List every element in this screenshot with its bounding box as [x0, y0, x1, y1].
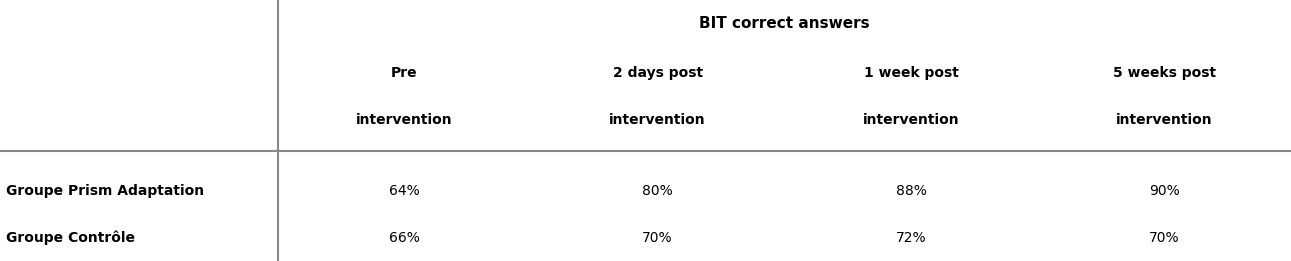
Text: 88%: 88% [896, 183, 927, 198]
Text: 90%: 90% [1149, 183, 1180, 198]
Text: 72%: 72% [896, 230, 926, 245]
Text: 70%: 70% [1149, 230, 1180, 245]
Text: 70%: 70% [643, 230, 673, 245]
Text: 1 week post: 1 week post [864, 66, 958, 80]
Text: 66%: 66% [389, 230, 420, 245]
Text: intervention: intervention [1115, 113, 1212, 127]
Text: 64%: 64% [389, 183, 420, 198]
Text: intervention: intervention [862, 113, 959, 127]
Text: intervention: intervention [609, 113, 706, 127]
Text: 2 days post: 2 days post [612, 66, 702, 80]
Text: Groupe Prism Adaptation: Groupe Prism Adaptation [6, 183, 204, 198]
Text: Groupe Contrôle: Groupe Contrôle [6, 230, 136, 245]
Text: Pre: Pre [391, 66, 417, 80]
Text: 80%: 80% [642, 183, 673, 198]
Text: 5 weeks post: 5 weeks post [1113, 66, 1216, 80]
Text: BIT correct answers: BIT correct answers [698, 16, 870, 31]
Text: intervention: intervention [356, 113, 453, 127]
